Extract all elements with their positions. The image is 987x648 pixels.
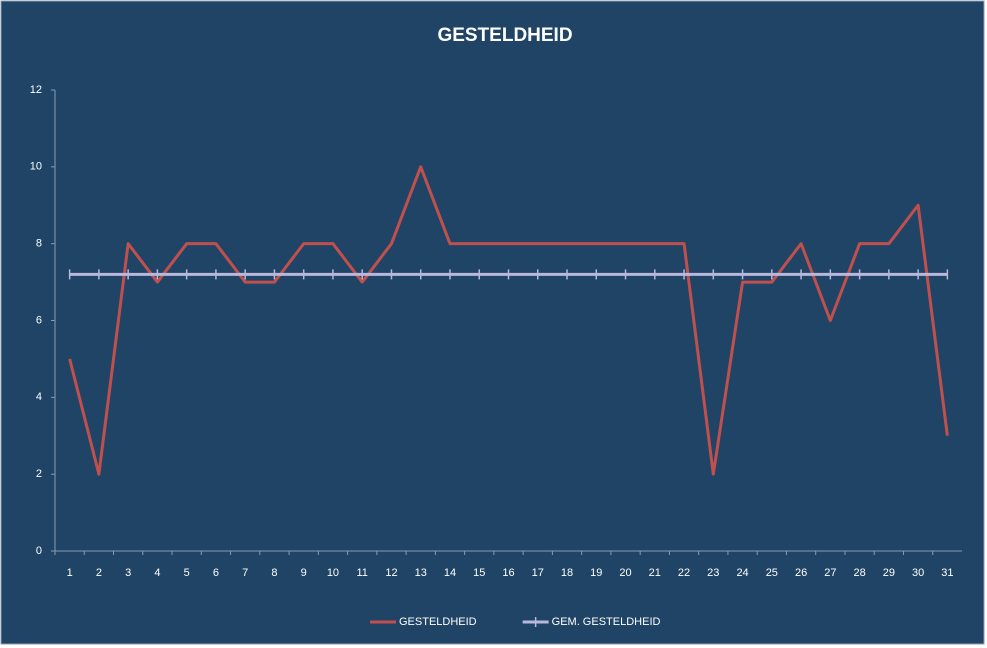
x-tick-label: 28 xyxy=(853,567,865,579)
y-tick-label: 2 xyxy=(36,468,42,480)
x-tick-label: 20 xyxy=(619,567,631,579)
x-tick-label: 10 xyxy=(327,567,339,579)
x-tick-label: 22 xyxy=(678,567,690,579)
x-tick-label: 2 xyxy=(96,567,102,579)
legend-label: GEM. GESTELDHEID xyxy=(552,616,661,628)
y-tick-label: 4 xyxy=(36,391,42,403)
x-tick-label: 1 xyxy=(67,567,73,579)
x-tick-label: 24 xyxy=(736,567,748,579)
y-tick-label: 6 xyxy=(36,314,42,326)
x-tick-label: 9 xyxy=(301,567,307,579)
x-tick-label: 31 xyxy=(941,567,953,579)
y-tick-label: 8 xyxy=(36,238,42,250)
x-tick-label: 11 xyxy=(356,567,367,579)
chart-title: GESTELDHEID xyxy=(437,25,572,46)
legend-label: GESTELDHEID xyxy=(399,616,477,628)
x-tick-label: 5 xyxy=(184,567,190,579)
x-tick-label: 4 xyxy=(154,567,160,579)
x-tick-label: 13 xyxy=(415,567,427,579)
x-tick-label: 7 xyxy=(242,567,248,579)
x-tick-label: 25 xyxy=(766,567,778,579)
x-tick-label: 21 xyxy=(649,567,661,579)
y-tick-label: 10 xyxy=(30,161,42,173)
x-tick-label: 26 xyxy=(795,567,807,579)
x-tick-label: 12 xyxy=(385,567,397,579)
x-tick-label: 18 xyxy=(561,567,573,579)
y-tick-label: 0 xyxy=(36,545,42,557)
x-tick-label: 6 xyxy=(213,567,219,579)
x-tick-label: 27 xyxy=(824,567,836,579)
x-tick-label: 8 xyxy=(271,567,277,579)
x-tick-label: 19 xyxy=(590,567,602,579)
x-tick-label: 3 xyxy=(125,567,131,579)
y-tick-label: 12 xyxy=(30,84,42,96)
x-tick-label: 29 xyxy=(883,567,895,579)
x-tick-label: 23 xyxy=(707,567,719,579)
x-tick-label: 30 xyxy=(912,567,924,579)
x-tick-label: 14 xyxy=(444,567,456,579)
x-tick-label: 15 xyxy=(473,567,485,579)
series-line xyxy=(68,165,949,476)
x-tick-label: 16 xyxy=(502,567,514,579)
x-tick-label: 17 xyxy=(532,567,544,579)
